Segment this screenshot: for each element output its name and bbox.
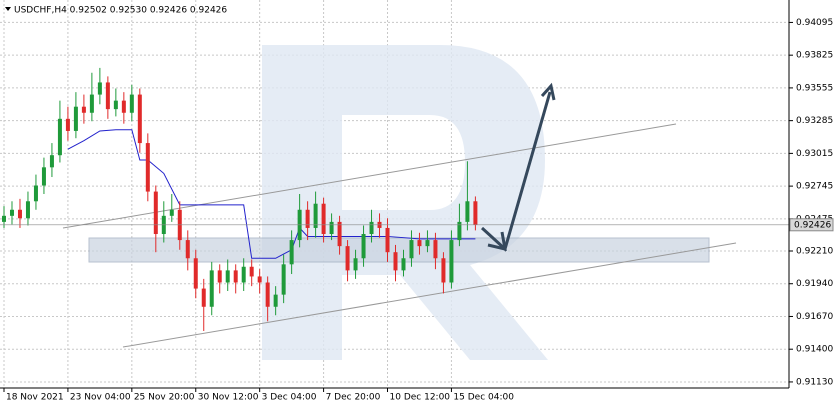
candle-body: [385, 227, 390, 253]
candle-body: [73, 106, 78, 131]
candle-body: [113, 100, 118, 110]
candle-body: [89, 94, 94, 113]
candle-body: [185, 240, 190, 259]
candle-body: [209, 270, 214, 307]
plot: [0, 67, 789, 332]
candle-body: [473, 201, 478, 225]
candle-body: [329, 221, 334, 235]
y-tick-label: 0.93825: [796, 51, 833, 61]
x-tick-label: 10 Dec 12:00: [390, 393, 451, 403]
y-tick-label: 0.93555: [796, 83, 833, 93]
candle-body: [353, 258, 358, 271]
y-tick-label: 0.93015: [796, 149, 833, 159]
channel-bottom: [122, 242, 737, 348]
candle-body: [1, 215, 6, 222]
candle-body: [425, 240, 430, 247]
x-tick-label: 18 Nov 2021: [6, 393, 64, 403]
last-price-label: 0.92426: [794, 220, 831, 230]
candle-body: [441, 258, 446, 283]
candle-body: [9, 209, 14, 216]
candle-body: [217, 270, 222, 283]
candle-body: [305, 209, 310, 228]
axes: 0.94095 0.93825 0.93555 0.93285 0.93015 0.927…: [3, 18, 834, 403]
candle-body: [25, 201, 30, 219]
header: USDCHF,H4 0.92502 0.92530 0.92426 0.9242…: [14, 6, 227, 16]
x-tick-label: 25 Nov 20:00: [134, 393, 195, 403]
candle-body: [241, 266, 246, 283]
candle-body: [265, 282, 270, 307]
candle-body: [321, 203, 326, 235]
candle-body: [401, 258, 406, 271]
x-tick-label: 3 Dec 04:00: [262, 393, 317, 403]
candle-body: [369, 221, 374, 235]
candle-body: [41, 167, 46, 186]
candle-body: [65, 118, 70, 131]
candle-body: [409, 240, 414, 259]
menu-icon[interactable]: [5, 7, 11, 11]
candle-body: [465, 201, 470, 222]
candle-body: [281, 264, 286, 295]
candle-body: [81, 106, 86, 113]
x-tick-label: 7 Dec 20:00: [326, 393, 381, 403]
candle-body: [49, 155, 54, 168]
channel-top: [62, 123, 677, 229]
candle-body: [225, 270, 230, 283]
candle-body: [153, 191, 158, 235]
y-tick-label: 0.93285: [796, 116, 833, 126]
candle-body: [137, 94, 142, 144]
candle-body: [337, 221, 342, 247]
candle-body: [361, 234, 366, 259]
candle-body: [433, 240, 438, 259]
y-tick-label: 0.91940: [796, 279, 833, 289]
candle-body: [169, 209, 174, 216]
candle-body: [345, 246, 350, 271]
x-tick-label: 15 Dec 04:00: [453, 393, 514, 403]
candle-body: [145, 143, 150, 192]
candle-body: [233, 270, 238, 283]
support-zone: [88, 237, 710, 263]
watermark: [262, 45, 548, 360]
y-tick-label: 0.91130: [796, 377, 833, 387]
y-tick-label: 0.92210: [796, 246, 833, 256]
last-price-box: [789, 218, 834, 232]
forecast-arrow: [480, 82, 556, 252]
candle-body: [417, 240, 422, 247]
candle-body: [201, 288, 206, 307]
candle-body: [289, 240, 294, 265]
candle-body: [449, 240, 454, 283]
candle-body: [129, 94, 134, 113]
candle-body: [249, 266, 254, 277]
candle-body: [257, 276, 262, 283]
kijun-line: [67, 129, 476, 259]
y-tick-label: 0.94095: [796, 18, 833, 28]
candle-body: [33, 185, 38, 202]
y-tick-label: 0.92745: [796, 182, 833, 192]
candle-body: [393, 252, 398, 271]
candle-body: [105, 82, 110, 110]
candle-body: [313, 203, 318, 228]
candle-body: [273, 294, 278, 307]
candle-body: [17, 209, 22, 219]
x-tick-label: 30 Nov 12:00: [198, 393, 259, 403]
y-tick-label: 0.91400: [796, 345, 833, 355]
candle-body: [457, 221, 462, 241]
y-tick-label: 0.91670: [796, 312, 833, 322]
candle-body: [193, 258, 198, 289]
x-tick-label: 23 Nov 04:00: [70, 393, 131, 403]
candle-body: [121, 100, 126, 113]
candle-body: [57, 118, 62, 156]
candle-body: [97, 82, 102, 95]
